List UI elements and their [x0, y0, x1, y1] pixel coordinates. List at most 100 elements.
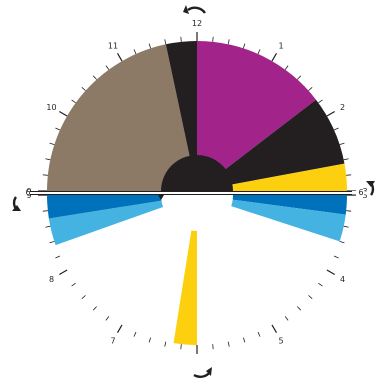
tick-mark [164, 341, 167, 347]
tick-mark [164, 39, 167, 45]
black-sector-b [197, 99, 345, 191]
tick-mark [118, 321, 123, 329]
tick-mark [180, 36, 182, 42]
tick-mark [148, 337, 152, 343]
tick-mark [242, 337, 246, 343]
tick-mark [133, 49, 137, 55]
tick-mark [227, 39, 230, 45]
tick-mark [327, 266, 335, 271]
tick-mark [297, 75, 302, 80]
side-label-left: 6 [25, 188, 30, 197]
tick-mark [82, 291, 86, 294]
tick-mark [133, 331, 137, 337]
tick-mark [333, 255, 339, 259]
tick-mark [326, 269, 335, 276]
tick-mark [227, 341, 230, 347]
tick-mark [242, 43, 246, 49]
tick-mark [105, 316, 110, 321]
tick-mark [59, 269, 68, 276]
bottom-hour-label: 5 [278, 336, 283, 345]
top-hour-label: 11 [108, 42, 118, 51]
tick-mark [334, 252, 339, 254]
tick-mark [284, 65, 289, 70]
tick-mark [92, 306, 97, 311]
bottom-hour-label: 9 [26, 191, 31, 200]
magenta-sector [197, 41, 316, 191]
tick-mark [42, 210, 48, 212]
tick-mark [92, 75, 97, 80]
top-hour-label: 9 [26, 187, 31, 196]
clockwise-arrow-head-icon [206, 367, 212, 376]
taupe-sector [47, 44, 197, 192]
tick-mark [343, 225, 349, 228]
tick-mark [43, 179, 48, 180]
tick-mark [308, 86, 313, 91]
left-rotation-arrow-head-icon [12, 205, 21, 211]
tick-mark [346, 207, 351, 208]
bottom-hour-label: 4 [340, 275, 345, 284]
black-sector-a [165, 41, 197, 191]
tick-mark [271, 324, 278, 333]
tick-mark [326, 110, 335, 117]
tick-mark [116, 53, 123, 62]
counterclockwise-arrow-icon [187, 6, 206, 14]
tick-mark [59, 110, 68, 117]
tick-mark [271, 53, 278, 62]
top-hour-label: 1 [278, 42, 283, 51]
bottom-hub [161, 195, 233, 231]
pointer-marker-icon [158, 195, 164, 200]
tick-mark [72, 279, 76, 282]
tick-mark [212, 344, 214, 350]
tick-mark [55, 255, 61, 259]
tick-mark [284, 316, 289, 321]
tick-mark [59, 266, 67, 271]
tick-mark [212, 36, 214, 42]
tick-mark [308, 295, 313, 300]
tick-mark [318, 282, 323, 287]
bottom-hour-label: 8 [49, 275, 54, 284]
tick-mark [106, 312, 109, 316]
tick-mark [49, 240, 55, 244]
tick-mark [257, 331, 261, 337]
tick-mark [49, 142, 55, 146]
tick-mark [81, 86, 86, 91]
bottom-hour-label: 3 [362, 191, 367, 200]
top-hour-label: 6 [194, 355, 199, 364]
tick-mark [43, 207, 48, 208]
tick-mark [343, 158, 349, 161]
tick-mark [285, 312, 288, 316]
tick-mark [55, 127, 61, 131]
side-label-right: 6 [358, 188, 363, 197]
tick-mark [346, 210, 352, 212]
tick-mark [45, 225, 51, 228]
tick-mark [71, 99, 76, 104]
light-blue-band-right [197, 195, 346, 242]
tick-mark [180, 344, 182, 350]
top-hub [161, 155, 233, 191]
tick-mark [257, 49, 261, 55]
counterclockwise-arrow-head-icon [183, 5, 189, 14]
tick-mark [297, 302, 300, 306]
tick-mark [339, 142, 345, 146]
clockwise-arrow-icon [193, 371, 211, 378]
top-hour-label: 12 [192, 19, 202, 28]
tick-mark [333, 127, 339, 131]
light-blue-band-left [48, 195, 197, 246]
tick-mark [339, 240, 345, 244]
tick-mark [81, 295, 86, 300]
tick-mark [45, 158, 51, 161]
tick-mark [55, 252, 60, 254]
tick-mark [318, 99, 323, 104]
tick-mark [346, 174, 352, 176]
top-hour-label: 2 [340, 103, 345, 112]
tick-mark [272, 321, 277, 329]
yellow-sliver [173, 195, 197, 345]
tick-mark [148, 43, 152, 49]
dial-divider [30, 191, 352, 195]
tick-mark [346, 179, 351, 180]
top-hour-label: 10 [46, 103, 56, 112]
blue-sector-right [196, 194, 348, 215]
